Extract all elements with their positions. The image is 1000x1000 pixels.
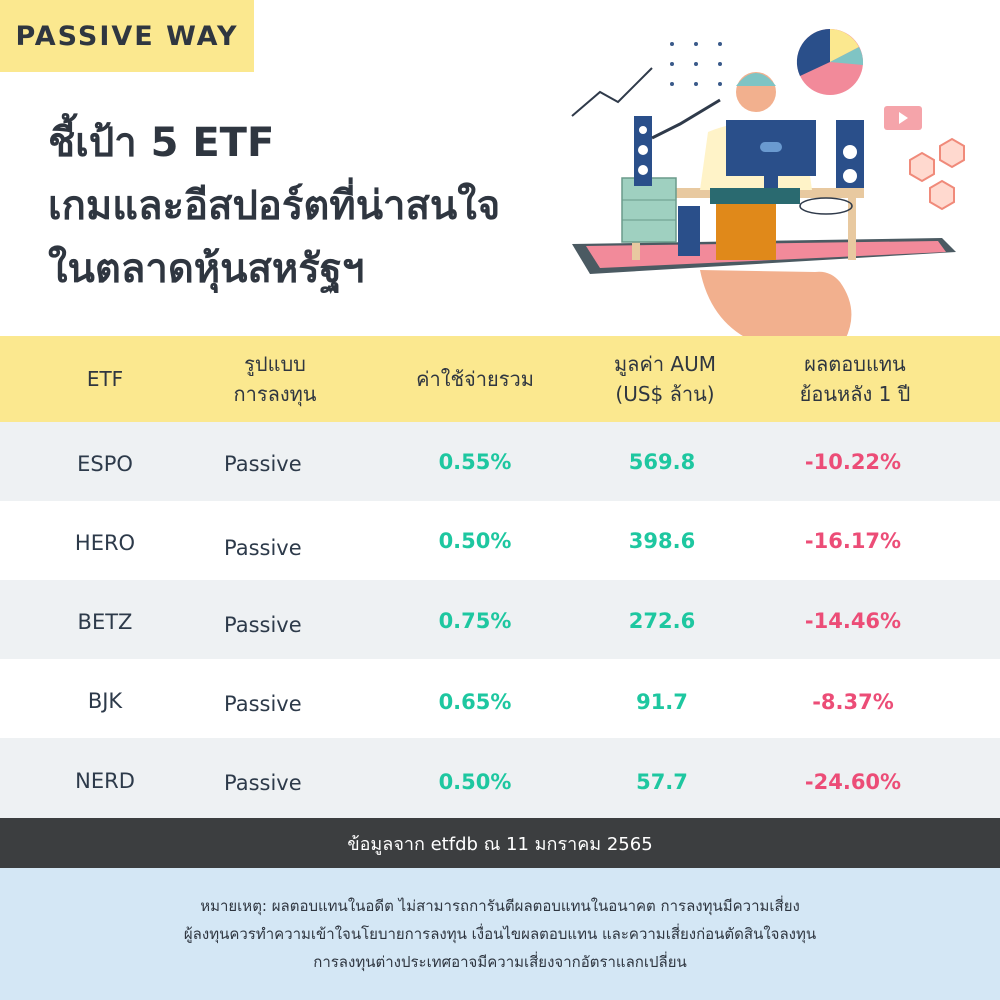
header-aum-line-1: มูลค่า AUM: [614, 352, 716, 376]
expense-ratio: 0.50%: [438, 770, 512, 794]
expense-ratio: 0.65%: [438, 690, 512, 714]
hexagon-shapes: [909, 137, 965, 211]
header-aum: มูลค่า AUM (US$ ล้าน): [580, 349, 750, 409]
etf-ticker: HERO: [74, 531, 136, 555]
header-return-line-2: ย้อนหลัง 1 ปี: [799, 382, 911, 406]
investment-type: Passive: [224, 771, 302, 795]
return-value: -10.22%: [804, 450, 902, 474]
return-value: -14.46%: [804, 609, 902, 633]
etf-ticker: ESPO: [77, 452, 133, 476]
etf-ticker: BJK: [87, 689, 123, 713]
title-line-1: ชี้เป้า 5 ETF: [48, 120, 275, 166]
header-return-line-1: ผลตอบแทน: [804, 352, 906, 376]
investment-type: Passive: [224, 536, 302, 560]
expense-ratio: 0.55%: [438, 450, 512, 474]
title-line-3: ในตลาดหุ้นสหรัฐฯ: [48, 246, 365, 292]
aum-value: 569.8: [628, 450, 696, 474]
header-etf: ETF: [86, 367, 124, 391]
brand-logo: PASSIVE WAY: [0, 0, 254, 72]
aum-value: 272.6: [628, 609, 696, 633]
etf-ticker: NERD: [75, 769, 135, 793]
aum-value: 91.7: [636, 690, 688, 714]
dots-grid: [670, 42, 722, 86]
header-return: ผลตอบแทน ย้อนหลัง 1 ปี: [770, 349, 940, 409]
aum-value: 398.6: [628, 529, 696, 553]
disclaimer-line-2: ผู้ลงทุนควรทำความเข้าใจนโยบายการลงทุน เง…: [183, 925, 817, 943]
table-row: BETZ Passive 0.75% 272.6 -14.46%: [0, 580, 1000, 659]
doodle-line-chart: [571, 67, 653, 117]
investment-type: Passive: [224, 692, 302, 716]
disclaimer-line-1: หมายเหตุ: ผลตอบแทนในอดีต ไม่สามารถการันต…: [200, 897, 800, 915]
header-type-line-2: การลงทุน: [233, 382, 317, 406]
table-row: HERO Passive 0.50% 398.6 -16.17%: [0, 501, 1000, 580]
expense-ratio: 0.50%: [438, 529, 512, 553]
speaker-floor: [678, 206, 700, 256]
header-investment-type: รูปแบบ การลงทุน: [200, 349, 350, 409]
table-row: BJK Passive 0.65% 91.7 -8.37%: [0, 659, 1000, 738]
person-legs: [716, 204, 776, 260]
investment-type: Passive: [224, 452, 302, 476]
pie-chart-icon: [796, 28, 864, 95]
return-value: -16.17%: [804, 529, 902, 553]
gaming-desk-illustration: [571, 28, 965, 340]
hand-shape: [700, 270, 852, 340]
investment-type: Passive: [224, 613, 302, 637]
table-row: ESPO Passive 0.55% 569.8 -10.22%: [0, 422, 1000, 501]
disclaimer-note: หมายเหตุ: ผลตอบแทนในอดีต ไม่สามารถการันต…: [0, 868, 1000, 1000]
mic-arm: [651, 98, 721, 140]
return-value: -8.37%: [812, 690, 894, 714]
disclaimer-line-3: การลงทุนต่างประเทศอาจมีความเสี่ยงจากอัตร…: [313, 953, 687, 971]
header-type-line-1: รูปแบบ: [244, 352, 306, 376]
video-play-icon: [884, 106, 922, 130]
table-header: ETF รูปแบบ การลงทุน ค่าใช้จ่ายรวม มูลค่า…: [0, 336, 1000, 422]
header-aum-line-2: (US$ ล้าน): [615, 382, 715, 406]
return-value: -24.60%: [804, 770, 902, 794]
data-source-bar: ข้อมูลจาก etfdb ณ 11 มกราคม 2565: [0, 818, 1000, 868]
drawer-unit: [621, 177, 677, 243]
page-title: ชี้เป้า 5 ETF เกมและอีสปอร์ตที่น่าสนใจ ใ…: [48, 112, 608, 301]
table-row: NERD Passive 0.50% 57.7 -24.60%: [0, 738, 1000, 818]
etf-ticker: BETZ: [77, 610, 133, 634]
title-line-2: เกมและอีสปอร์ตที่น่าสนใจ: [48, 183, 501, 229]
header-expense-ratio: ค่าใช้จ่ายรวม: [416, 367, 534, 391]
expense-ratio: 0.75%: [438, 609, 512, 633]
aum-value: 57.7: [636, 770, 688, 794]
